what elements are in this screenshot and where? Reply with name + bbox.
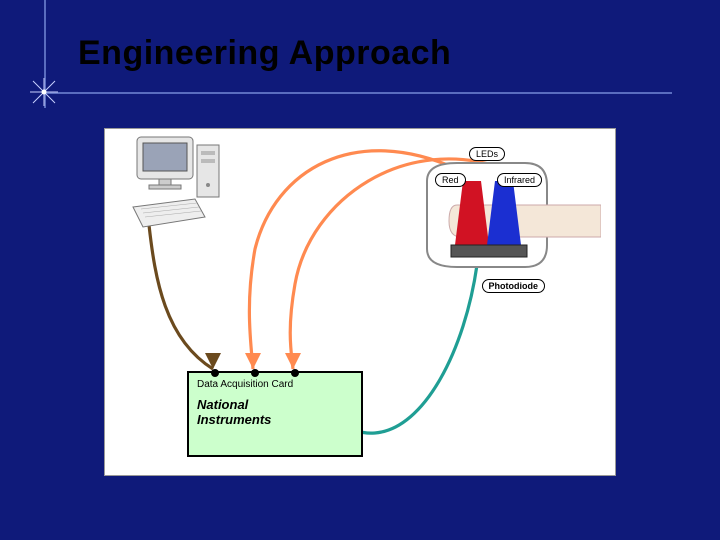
cable-brown	[149, 225, 213, 369]
daq-brand: National Instruments	[197, 398, 353, 428]
label-leds: LEDs	[469, 147, 505, 161]
diagram-panel: LEDs Red Infrared Photodiode Data Acquis…	[104, 128, 616, 476]
sparkle-icon	[30, 78, 58, 106]
finger-sensor-rig: LEDs Red Infrared	[397, 145, 601, 285]
daq-pin-1	[211, 369, 219, 377]
daq-brand-line1: National	[197, 398, 353, 413]
title-area: Engineering Approach	[78, 34, 638, 73]
computer-icon	[119, 133, 227, 237]
label-red: Red	[435, 173, 466, 187]
page-title: Engineering Approach	[78, 34, 638, 73]
slide: Engineering Approach	[0, 0, 720, 540]
daq-card: Data Acquisition Card National Instrumen…	[187, 371, 363, 457]
daq-pin-2	[251, 369, 259, 377]
label-infrared: Infrared	[497, 173, 542, 187]
arrow-orange-2	[285, 353, 301, 369]
label-photodiode: Photodiode	[482, 279, 546, 293]
daq-pin-3	[291, 369, 299, 377]
daq-title: Data Acquisition Card	[197, 379, 353, 390]
arrow-orange-1	[245, 353, 261, 369]
daq-brand-line2: Instruments	[197, 413, 353, 428]
photodiode-bar	[451, 245, 527, 257]
decor-hline	[44, 92, 672, 94]
